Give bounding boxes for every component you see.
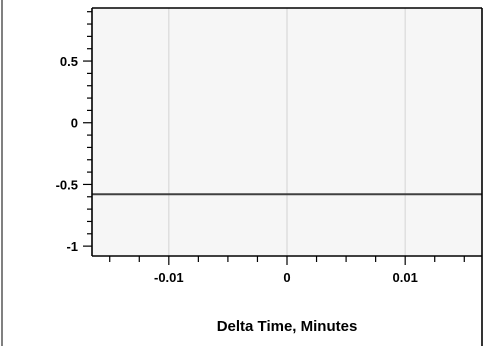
x-tick-label: 0 bbox=[283, 270, 290, 285]
axis-ticks: -0.01 0 0.01 0.5 0 -0.5 -1 bbox=[56, 11, 465, 285]
x-tick-label: -0.01 bbox=[154, 270, 184, 285]
y-tick-label: -1 bbox=[66, 239, 78, 254]
y-tick-label: 0.5 bbox=[60, 54, 78, 69]
x-axis-title: Delta Time, Minutes bbox=[217, 318, 358, 335]
y-tick-label: -0.5 bbox=[56, 177, 78, 192]
x-tick-label: 0.01 bbox=[393, 270, 418, 285]
grid-lines bbox=[168, 8, 406, 256]
y-tick-label: 0 bbox=[71, 116, 78, 131]
